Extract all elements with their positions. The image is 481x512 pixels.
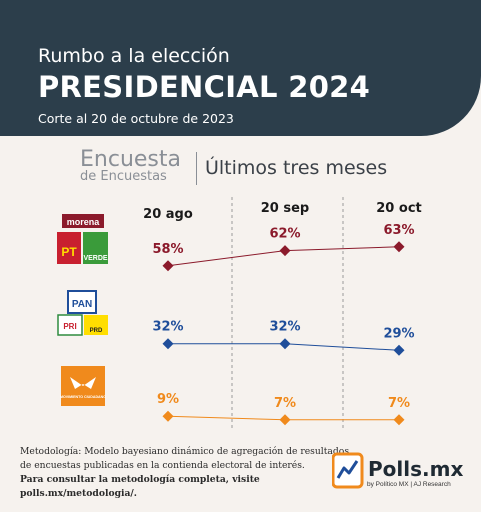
- data-point: [279, 338, 291, 350]
- header-date: Corte al 20 de octubre de 2023: [38, 111, 234, 126]
- data-point: [162, 338, 174, 350]
- logo-morena-pt-verde: morena PT VERDE: [57, 214, 108, 264]
- methodology-note: Metodología: Modelo bayesiano dinámico d…: [20, 445, 350, 501]
- data-point: [162, 410, 174, 422]
- data-point: [279, 414, 291, 426]
- morena-logo-text: morena: [67, 217, 101, 227]
- polls-logo-icon: [332, 452, 364, 489]
- line-chart: morena PT VERDE PAN PRI PRD MOVIMIENTO C…: [57, 197, 422, 428]
- data-point: [393, 241, 405, 253]
- data-label: 63%: [383, 223, 414, 238]
- plot-area: 20 ago 20 sep 20 oct 58% 62% 63% 32% 32% 29% 9% 7%…: [143, 197, 422, 428]
- data-point: [279, 245, 291, 257]
- subheader-divider: [196, 152, 197, 185]
- data-label: 32%: [269, 320, 300, 335]
- header-title: PRESIDENCIAL 2024: [38, 70, 371, 104]
- logo-movimiento-ciudadano: MOVIMIENTO CIUDADANO: [60, 366, 106, 406]
- pt-logo: [57, 232, 81, 264]
- pri-logo-text: PRI: [63, 322, 76, 331]
- pt-logo-text: PT: [61, 245, 77, 259]
- data-point: [162, 260, 174, 272]
- x-tick-label: 20 oct: [376, 201, 421, 216]
- prd-logo: [84, 315, 108, 335]
- verde-logo-text: VERDE: [83, 255, 107, 262]
- header-banner: Rumbo a la elección PRESIDENCIAL 2024 Co…: [0, 0, 481, 136]
- header-pretitle: Rumbo a la elección: [38, 45, 230, 67]
- polls-brand-sub: by Político MX | AJ Research: [367, 481, 451, 488]
- data-label: 9%: [157, 392, 179, 407]
- methodology-line-2: de encuestas publicadas en la contienda …: [20, 460, 305, 471]
- x-tick-label: 20 sep: [261, 201, 309, 216]
- methodology-line-1: Metodología: Modelo bayesiano dinámico d…: [20, 446, 350, 457]
- x-tick-label: 20 ago: [143, 207, 193, 222]
- data-point: [393, 414, 405, 426]
- pan-logo: [67, 290, 97, 314]
- polls-brand: Polls.mx: [368, 457, 464, 481]
- data-label: 7%: [274, 396, 296, 411]
- data-label: 32%: [152, 320, 183, 335]
- morena-logo: [62, 214, 104, 228]
- range-label: Últimos tres meses: [205, 157, 388, 179]
- survey-brand-line1: Encuesta: [80, 147, 181, 172]
- data-label: 62%: [269, 227, 300, 242]
- data-label: 7%: [388, 396, 410, 411]
- methodology-line-3: Para consultar la metodología completa, …: [20, 474, 260, 499]
- pri-logo: [57, 314, 83, 336]
- survey-brand-line2: de Encuestas: [80, 169, 167, 184]
- mc-logo-text: MOVIMIENTO CIUDADANO: [60, 395, 106, 399]
- logo-pan-pri-prd: PAN PRI PRD: [57, 290, 108, 336]
- data-point: [393, 344, 405, 356]
- verde-logo: [83, 232, 108, 264]
- pan-logo-text: PAN: [72, 299, 92, 310]
- prd-logo-text: PRD: [90, 328, 103, 334]
- data-label: 58%: [152, 242, 183, 257]
- mc-eagle-icon: [70, 377, 96, 389]
- data-label: 29%: [383, 326, 414, 341]
